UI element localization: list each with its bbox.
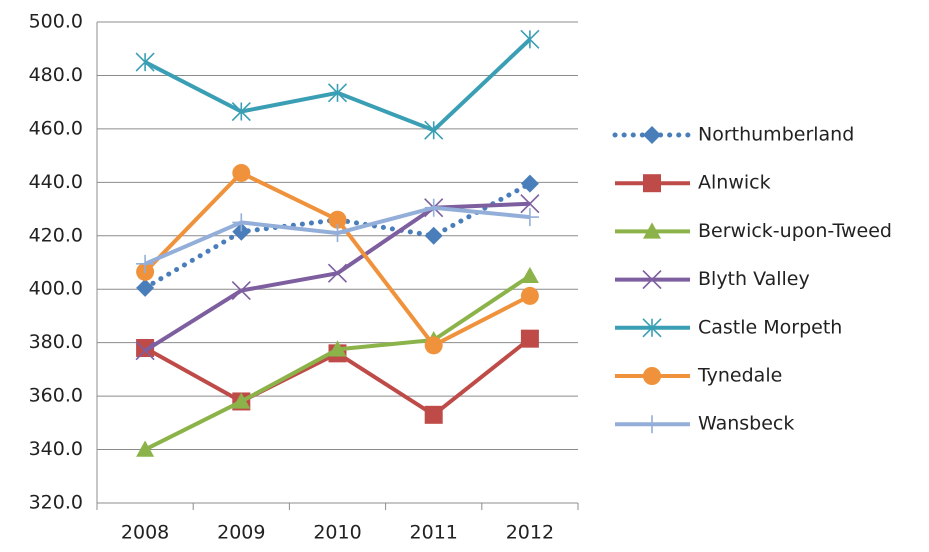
point (136, 440, 155, 457)
y-tick-label: 440.0 (29, 171, 83, 193)
point (520, 29, 540, 49)
point (231, 101, 251, 122)
legend-marker (643, 415, 661, 434)
point (327, 263, 348, 283)
point (520, 329, 539, 348)
y-tick-label: 400.0 (29, 278, 83, 300)
point (136, 278, 155, 297)
point (520, 286, 539, 305)
series-line (143, 170, 531, 348)
point (424, 405, 443, 424)
point (232, 392, 251, 409)
y-tick-label: 380.0 (29, 331, 83, 353)
y-tick-label: 500.0 (29, 11, 83, 33)
point (327, 83, 348, 103)
x-tick-label: 2010 (313, 522, 361, 544)
x-tick-label: 2011 (410, 522, 458, 544)
legend-label: Blyth Valley (698, 268, 810, 290)
point (135, 341, 155, 361)
y-tick-label: 480.0 (29, 64, 83, 86)
legend-marker (643, 367, 661, 385)
point (520, 266, 539, 284)
point (520, 208, 539, 227)
y-tick-label: 420.0 (29, 224, 83, 246)
legend-label: Berwick-upon-Tweed (698, 220, 892, 242)
point (135, 52, 155, 72)
legend-marker (642, 318, 662, 338)
legend-label: Tynedale (697, 365, 782, 387)
legend-label: Castle Morpeth (698, 316, 842, 338)
point (520, 194, 540, 214)
y-tick-label: 460.0 (29, 117, 83, 139)
legend-label: Northumberland (698, 124, 854, 146)
legend-marker (643, 174, 661, 193)
legend-marker (643, 222, 661, 239)
legend-marker (642, 270, 662, 290)
point (424, 226, 443, 245)
point (232, 213, 251, 232)
point (232, 163, 251, 182)
y-tick-label: 340.0 (29, 438, 83, 460)
point (231, 280, 251, 301)
point (328, 340, 347, 357)
x-tick-label: 2008 (121, 522, 169, 544)
point (328, 210, 347, 229)
point (136, 254, 155, 273)
point (328, 224, 347, 243)
point (424, 336, 443, 355)
legend-label: Alnwick (698, 172, 771, 194)
y-tick-label: 360.0 (29, 385, 83, 407)
point (424, 120, 444, 140)
x-tick-label: 2009 (217, 522, 265, 544)
legend-marker (643, 126, 661, 144)
point (232, 222, 251, 241)
x-tick-label: 2012 (506, 522, 554, 544)
point (136, 339, 155, 358)
series-line (144, 274, 532, 452)
legend-label: Wansbeck (698, 413, 794, 435)
point (520, 174, 539, 193)
y-tick-label: 320.0 (29, 492, 83, 514)
point (424, 198, 443, 217)
